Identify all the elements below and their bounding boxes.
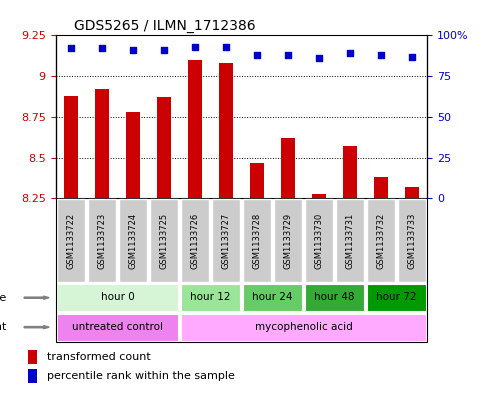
- Point: [377, 52, 385, 58]
- Text: GSM1133730: GSM1133730: [314, 213, 324, 269]
- Bar: [312, 194, 326, 198]
- Text: hour 24: hour 24: [252, 292, 293, 302]
- Bar: [95, 89, 109, 198]
- Text: GSM1133722: GSM1133722: [67, 213, 75, 269]
- FancyBboxPatch shape: [57, 314, 178, 341]
- Bar: [126, 112, 140, 198]
- Text: GSM1133733: GSM1133733: [408, 213, 416, 269]
- Text: GSM1133727: GSM1133727: [222, 213, 230, 269]
- Bar: [374, 177, 388, 198]
- Text: hour 72: hour 72: [376, 292, 417, 302]
- Text: GSM1133731: GSM1133731: [345, 213, 355, 269]
- Bar: [188, 60, 202, 198]
- Point: [315, 55, 323, 61]
- Point: [129, 47, 137, 53]
- Point: [191, 44, 199, 50]
- Text: percentile rank within the sample: percentile rank within the sample: [47, 371, 235, 382]
- FancyBboxPatch shape: [243, 284, 302, 311]
- Bar: [281, 138, 295, 198]
- FancyBboxPatch shape: [243, 199, 271, 282]
- Text: hour 48: hour 48: [314, 292, 355, 302]
- Text: GSM1133732: GSM1133732: [376, 213, 385, 269]
- Point: [253, 52, 261, 58]
- Point: [222, 44, 230, 50]
- Text: time: time: [0, 293, 7, 303]
- Text: GSM1133726: GSM1133726: [190, 213, 199, 269]
- Point: [98, 45, 106, 51]
- Text: GDS5265 / ILMN_1712386: GDS5265 / ILMN_1712386: [74, 19, 256, 33]
- FancyBboxPatch shape: [367, 284, 426, 311]
- FancyBboxPatch shape: [181, 284, 240, 311]
- Point: [346, 50, 354, 57]
- Text: mycophenolic acid: mycophenolic acid: [255, 321, 353, 332]
- FancyBboxPatch shape: [57, 199, 85, 282]
- Text: GSM1133729: GSM1133729: [284, 213, 293, 269]
- FancyBboxPatch shape: [150, 199, 178, 282]
- Point: [408, 53, 416, 60]
- Bar: [219, 63, 233, 198]
- Text: agent: agent: [0, 322, 7, 332]
- FancyBboxPatch shape: [88, 199, 116, 282]
- Bar: [157, 97, 171, 198]
- Bar: [28, 350, 38, 364]
- FancyBboxPatch shape: [305, 284, 364, 311]
- Text: untreated control: untreated control: [72, 321, 163, 332]
- Text: transformed count: transformed count: [47, 352, 151, 362]
- FancyBboxPatch shape: [336, 199, 364, 282]
- Bar: [28, 369, 38, 383]
- Bar: [250, 163, 264, 198]
- FancyBboxPatch shape: [398, 199, 426, 282]
- Bar: [343, 146, 357, 198]
- FancyBboxPatch shape: [274, 199, 302, 282]
- Text: GSM1133728: GSM1133728: [253, 213, 261, 269]
- Text: GSM1133724: GSM1133724: [128, 213, 138, 269]
- Point: [67, 45, 75, 51]
- FancyBboxPatch shape: [181, 314, 426, 341]
- FancyBboxPatch shape: [119, 199, 147, 282]
- Text: GSM1133725: GSM1133725: [159, 213, 169, 269]
- FancyBboxPatch shape: [305, 199, 333, 282]
- Text: GSM1133723: GSM1133723: [98, 213, 107, 269]
- FancyBboxPatch shape: [212, 199, 240, 282]
- Bar: [64, 96, 78, 198]
- Point: [160, 47, 168, 53]
- FancyBboxPatch shape: [57, 284, 178, 311]
- Bar: [405, 187, 419, 198]
- Text: hour 0: hour 0: [100, 292, 134, 302]
- Text: hour 12: hour 12: [190, 292, 231, 302]
- FancyBboxPatch shape: [181, 199, 209, 282]
- Point: [284, 52, 292, 58]
- FancyBboxPatch shape: [367, 199, 395, 282]
